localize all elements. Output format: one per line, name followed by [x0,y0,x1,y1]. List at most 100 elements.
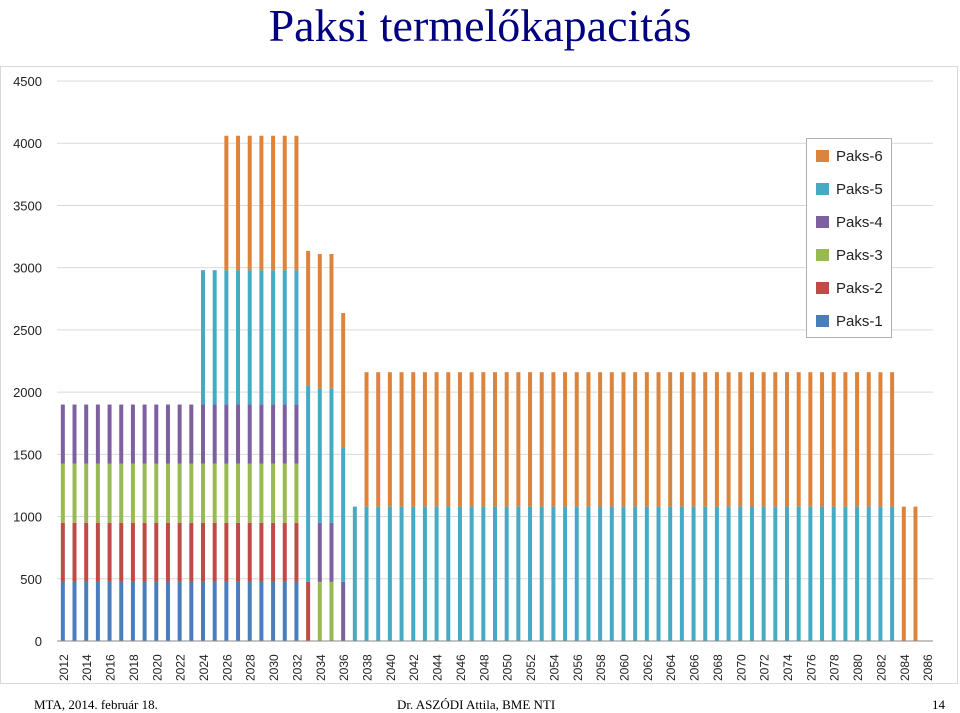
bar-segment-paks-5-2048 [481,506,486,641]
y-axis-tick-labels: 0 500 1000 1500 2000 2500 3000 3500 4000 4500 [13,74,42,649]
footer-date: MTA, 2014. február 18. [34,697,158,712]
bar-segment-paks-6-2042 [411,372,416,507]
bar-segment-paks-4-2023 [189,404,194,464]
x-tick-label: 2036 [337,654,351,681]
bar-segment-paks-1-2028 [247,581,252,641]
x-tick-label: 2020 [150,654,164,681]
bar-segment-paks-6-2076 [808,372,813,507]
x-tick-label: 2084 [898,654,912,681]
bar-segment-paks-5-2025 [212,270,217,405]
bar-segment-paks-2-2029 [259,522,264,582]
bar-segment-paks-6-2068 [714,372,719,507]
legend-swatch [816,282,829,294]
x-tick-label: 2050 [501,654,515,681]
bar-segment-paks-3-2018 [130,463,135,523]
bar-segment-paks-6-2039 [376,372,381,507]
bar-segment-paks-4-2012 [60,404,65,464]
bar-segment-paks-6-2083 [890,372,895,507]
bar-segment-paks-6-2033 [306,250,311,386]
bar-segment-paks-5-2056 [574,506,579,641]
bar-segment-paks-3-2016 [107,463,112,523]
bar-segment-paks-5-2036 [341,447,346,582]
bar-segment-paks-3-2015 [95,463,100,523]
legend-swatch [816,249,829,261]
bar-segment-paks-6-2034 [317,253,322,389]
bar-segment-paks-5-2070 [738,506,743,641]
x-tick-label: 2070 [734,654,748,681]
bar-segment-paks-3-2026 [224,463,229,523]
bar-segment-paks-1-2029 [259,581,264,641]
bar-segment-paks-2-2021 [165,522,170,582]
bar-segment-paks-6-2030 [271,135,276,271]
bar-segment-paks-5-2040 [387,506,392,641]
bar-segment-paks-4-2021 [165,404,170,464]
bar-segment-paks-5-2030 [271,270,276,405]
bar-segment-paks-6-2082 [878,372,883,507]
bar-segment-paks-2-2014 [84,522,89,582]
bar-segment-paks-2-2013 [72,522,77,582]
bar-segment-paks-5-2078 [831,506,836,641]
x-tick-label: 2060 [618,654,632,681]
bar-segment-paks-1-2012 [60,581,65,641]
bar-segment-paks-5-2029 [259,270,264,405]
x-tick-label: 2046 [454,654,468,681]
bar-segment-paks-1-2025 [212,581,217,641]
bar-segment-paks-5-2032 [294,270,299,405]
y-tick-label: 2500 [13,323,42,338]
bar-segment-paks-6-2084 [901,506,906,641]
bar-segment-paks-5-2071 [749,506,754,641]
bar-segment-paks-6-2032 [294,135,299,271]
bar-segment-paks-6-2067 [703,372,708,507]
bar-segment-paks-6-2072 [761,372,766,507]
bar-segment-paks-5-2037 [352,506,357,641]
bar-segment-paks-1-2014 [84,581,89,641]
bar-segment-paks-6-2053 [539,372,544,507]
legend-item: Paks-3 [816,245,883,265]
bar-segment-paks-5-2075 [796,506,801,641]
x-tick-label: 2064 [664,654,678,681]
bar-segment-paks-5-2042 [411,506,416,641]
bar-segment-paks-3-2021 [165,463,170,523]
bar-segment-paks-6-2071 [749,372,754,507]
y-tick-label: 0 [35,634,42,649]
bar-segment-paks-4-2022 [177,404,182,464]
bar-segment-paks-2-2020 [154,522,159,582]
bar-segment-paks-6-2040 [387,372,392,507]
bar-segment-paks-4-2036 [341,581,346,641]
bar-segment-paks-5-2080 [855,506,860,641]
bar-segment-paks-6-2081 [866,372,871,507]
legend-swatch [816,150,829,162]
legend-label: Paks-2 [836,279,883,297]
x-tick-label: 2076 [804,654,818,681]
bar-segment-paks-1-2013 [72,581,77,641]
bar-segment-paks-4-2018 [130,404,135,464]
x-tick-label: 2034 [314,654,328,681]
bar-segment-paks-6-2058 [598,372,603,507]
bar-segment-paks-6-2061 [633,372,638,507]
x-tick-label: 2032 [290,654,304,681]
bar-segment-paks-5-2057 [586,506,591,641]
bar-segment-paks-6-2043 [422,372,427,507]
bar-segment-paks-5-2063 [656,506,661,641]
x-tick-label: 2038 [361,654,375,681]
bar-segment-paks-3-2012 [60,463,65,523]
x-tick-label: 2086 [921,654,935,681]
x-tick-label: 2048 [477,654,491,681]
bar-segment-paks-6-2059 [609,372,614,507]
x-tick-label: 2026 [220,654,234,681]
bar-segment-paks-5-2044 [434,506,439,641]
bar-segment-paks-5-2065 [679,506,684,641]
bar-segment-paks-5-2038 [364,506,369,641]
y-tick-label: 500 [20,572,42,587]
bar-segment-paks-5-2049 [493,506,497,641]
x-tick-label: 2082 [874,654,888,681]
bar-segment-paks-5-2066 [691,506,696,641]
bar-segment-paks-6-2077 [820,372,825,507]
legend-item: Paks-2 [816,278,883,298]
bar-segment-paks-5-2033 [306,385,311,582]
legend: Paks-6 Paks-5 Paks-4 Paks-3 Paks-2 Paks-1 [806,138,892,338]
legend-item: Paks-5 [816,179,883,199]
bar-segment-paks-4-2020 [154,404,159,464]
bar-segment-paks-3-2031 [282,463,287,523]
legend-swatch [816,315,829,327]
